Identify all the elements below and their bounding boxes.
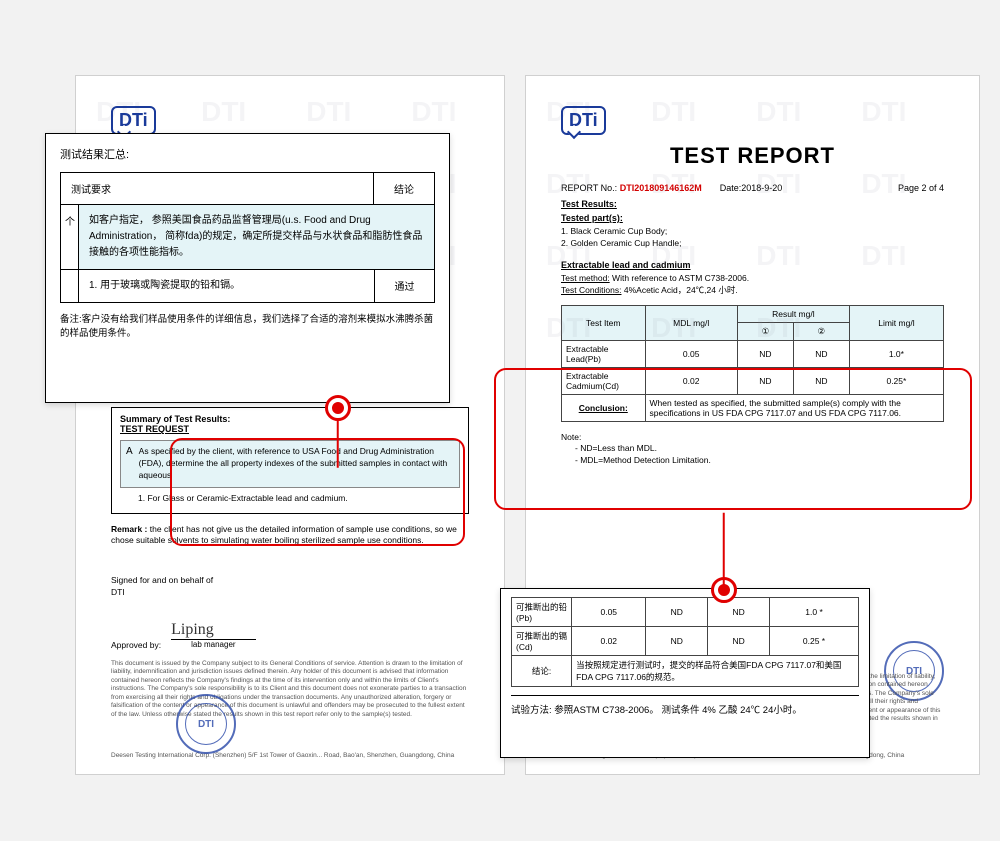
th-conclusion: 结论 <box>374 173 434 204</box>
callout-title: 测试结果汇总: <box>60 146 435 162</box>
th-request: 测试要求 <box>61 173 374 204</box>
part-1: 1. Black Ceramic Cup Body; <box>561 226 944 238</box>
th-sample2: ② <box>793 322 849 340</box>
table-row: Extractable Lead(Pb) 0.05 ND ND 1.0* <box>562 340 944 367</box>
req-item-1: 1. For Glass or Ceramic-Extractable lead… <box>120 488 460 507</box>
callout-chinese-summary: 测试结果汇总: 测试要求 结论 个 如客户指定， 参照美国食品药品监督管理局(u… <box>45 133 450 403</box>
date-label: Date: <box>720 183 742 193</box>
remark-label: Remark : <box>111 524 147 534</box>
th-result: Result mg/l <box>737 305 849 322</box>
row-item1-pass: 通过 <box>374 270 434 302</box>
table-row: 可推断出的铅(Pb) 0.05 ND ND 1.0 * <box>512 598 859 627</box>
row-text: 如客户指定， 参照美国食品药品监督管理局(u.s. Food and Drug … <box>79 205 434 269</box>
connector-line <box>723 513 725 593</box>
th-limit: Limit mg/l <box>849 305 943 340</box>
row-letter: 个 <box>61 205 79 269</box>
red-ring-icon <box>325 395 351 421</box>
th-sample1: ① <box>737 322 793 340</box>
test-request-heading: TEST REQUEST <box>120 424 460 434</box>
approved-label: Approved by: <box>111 640 161 650</box>
remark-text: the client has not give us the detailed … <box>111 524 457 546</box>
callout-remark: 备注:客户没有给我们样品使用条件的详细信息，我们选择了合适的溶剂来模拟水沸腾杀菌… <box>60 313 435 342</box>
table-row-conclusion: 结论: 当按照规定进行测试时，提交的样品符合美国FDA CPG 7117.07和… <box>512 656 859 687</box>
table-row-conclusion: Conclusion: When tested as specified, th… <box>562 394 944 421</box>
callout-chinese-table: 可推断出的铅(Pb) 0.05 ND ND 1.0 * 可推断出的镉(Cd) 0… <box>500 588 870 758</box>
cond-value: 4%Acetic Acid，24℃,24 小时. <box>624 285 738 295</box>
page-number: Page 2 of 4 <box>898 183 944 193</box>
table-row: 可推断出的镉(Cd) 0.02 ND ND 0.25 * <box>512 627 859 656</box>
cond-label: Test Conditions: <box>561 285 621 295</box>
callout-table: 可推断出的铅(Pb) 0.05 ND ND 1.0 * 可推断出的镉(Cd) 0… <box>511 597 859 687</box>
note-2: MDL=Method Detection Limitation. <box>580 455 711 465</box>
company-seal-left: DTI <box>176 694 236 754</box>
results-header: Test Results: <box>561 199 944 209</box>
results-table: Test Item MDL mg/l Result mg/l Limit mg/… <box>561 305 944 422</box>
req-text: As specified by the client, with referen… <box>139 446 454 482</box>
dti-logo: DTi <box>111 106 156 135</box>
report-no-label: REPORT No.: <box>561 183 617 193</box>
signed-org: DTI <box>111 587 469 599</box>
note-1: ND=Less than MDL. <box>580 443 657 453</box>
item-header: Extractable lead and cadmium <box>561 260 944 270</box>
report-no: DTI201809146162M <box>620 183 702 193</box>
parts-header: Tested part(s): <box>561 213 944 223</box>
th-testitem: Test Item <box>562 305 646 340</box>
summary-heading: Summary of Test Results: <box>120 414 460 424</box>
table-row: Extractable Cadmium(Cd) 0.02 ND ND 0.25* <box>562 367 944 394</box>
callout-method: 试验方法: 参照ASTM C738-2006。 测试条件 4% 乙酸 24℃ 2… <box>511 695 859 716</box>
signed-label: Signed for and on behalf of <box>111 575 469 587</box>
method-label: Test method: <box>561 273 610 283</box>
footer-address: Deesen Testing International Corp. (Shen… <box>111 752 469 759</box>
dti-logo: DTi <box>561 106 606 135</box>
fineprint: This document is issued by the Company s… <box>111 660 469 719</box>
row-item1: 1. 用于玻璃或陶瓷提取的铅和镉。 <box>79 270 374 302</box>
report-meta: REPORT No.: DTI201809146162M Date:2018-9… <box>561 183 944 193</box>
req-letter: A <box>126 446 133 482</box>
method-value: With reference to ASTM C738-2006. <box>612 273 749 283</box>
signature: Liping <box>171 621 214 638</box>
note-label: Note: <box>561 432 944 444</box>
part-2: 2. Golden Ceramic Cup Handle; <box>561 238 944 250</box>
report-title: TEST REPORT <box>561 143 944 169</box>
connector-line <box>337 420 339 468</box>
lab-manager-label: lab manager <box>171 639 255 649</box>
date-value: 2018-9-20 <box>741 183 782 193</box>
th-mdl: MDL mg/l <box>645 305 737 340</box>
